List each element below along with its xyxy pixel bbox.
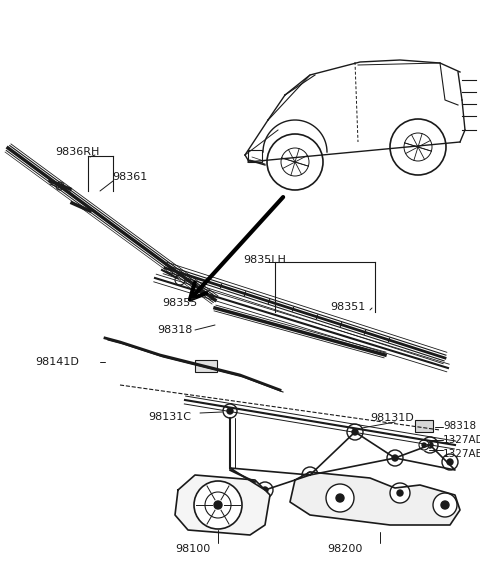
Circle shape: [223, 404, 237, 418]
Circle shape: [447, 459, 453, 465]
Text: 98361: 98361: [112, 172, 147, 182]
Circle shape: [427, 442, 433, 448]
Circle shape: [326, 484, 354, 512]
Circle shape: [441, 501, 449, 509]
Circle shape: [214, 501, 222, 509]
Bar: [248, 150, 262, 162]
Polygon shape: [290, 472, 460, 525]
Text: 1327AD: 1327AD: [443, 435, 480, 445]
Circle shape: [442, 454, 458, 470]
Bar: [415, 420, 433, 432]
Bar: [195, 360, 217, 372]
Circle shape: [194, 481, 242, 529]
Text: 98318: 98318: [157, 325, 192, 335]
Circle shape: [422, 443, 426, 447]
Circle shape: [336, 494, 344, 502]
Circle shape: [419, 440, 429, 450]
Circle shape: [433, 493, 457, 517]
Text: 98318: 98318: [443, 421, 476, 431]
Circle shape: [352, 429, 358, 435]
Circle shape: [307, 472, 313, 478]
Circle shape: [175, 275, 185, 285]
Polygon shape: [175, 475, 270, 535]
Text: 98131C: 98131C: [148, 412, 191, 422]
Circle shape: [422, 437, 438, 453]
Circle shape: [347, 424, 363, 440]
Text: 1327AE: 1327AE: [443, 449, 480, 459]
Circle shape: [392, 455, 398, 461]
Circle shape: [257, 482, 273, 498]
Circle shape: [390, 483, 410, 503]
Text: 9836RH: 9836RH: [55, 147, 99, 157]
Circle shape: [302, 467, 318, 483]
Circle shape: [387, 450, 403, 466]
Circle shape: [348, 425, 362, 439]
Text: 98131D: 98131D: [370, 413, 414, 423]
Text: 98355: 98355: [162, 298, 197, 308]
Circle shape: [227, 408, 233, 414]
Circle shape: [397, 490, 403, 496]
Circle shape: [262, 487, 268, 493]
Text: 98351: 98351: [330, 302, 365, 312]
Text: 9835LH: 9835LH: [243, 255, 286, 265]
Text: 98100: 98100: [175, 544, 211, 554]
Text: 98141D: 98141D: [35, 357, 79, 367]
Circle shape: [352, 429, 358, 435]
Text: 98200: 98200: [327, 544, 363, 554]
Circle shape: [56, 182, 64, 190]
